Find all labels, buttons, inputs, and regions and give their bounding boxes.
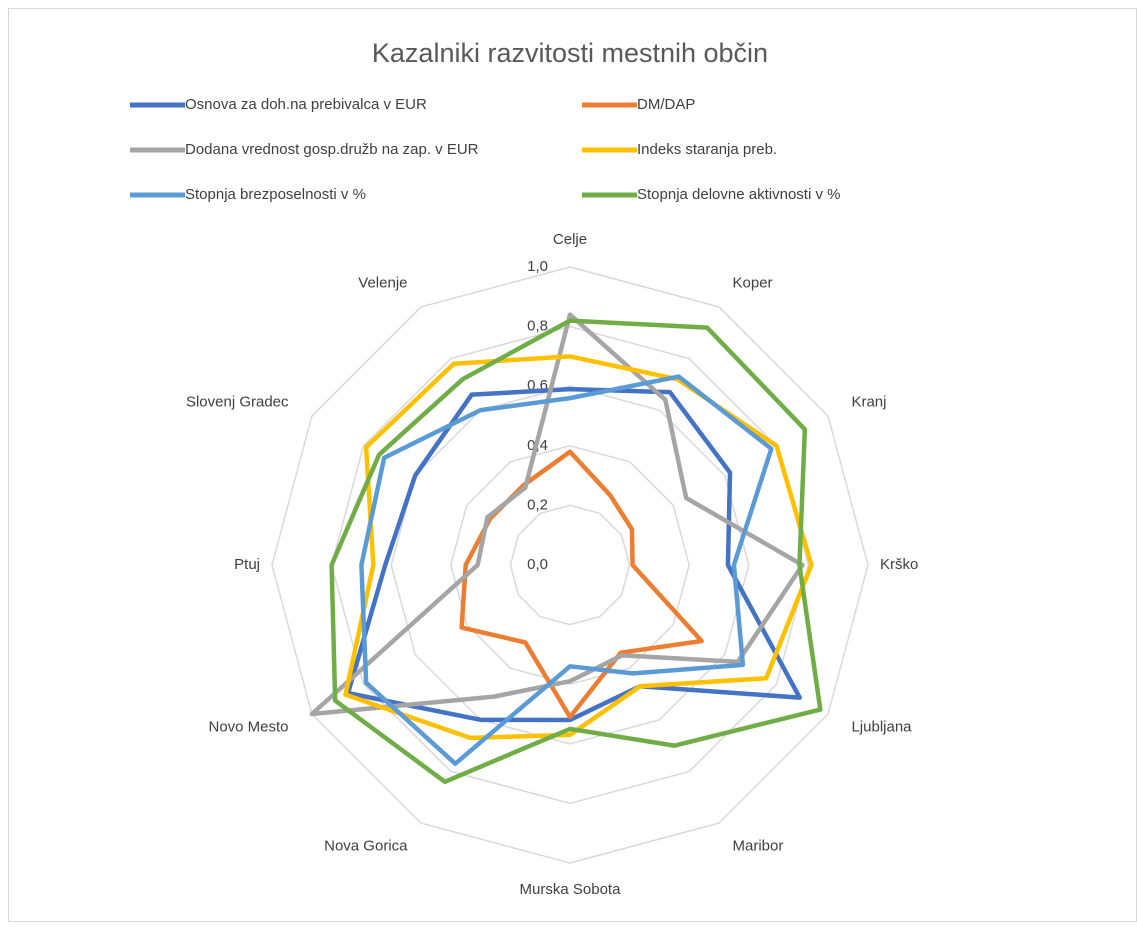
category-label: Slovenj Gradec	[186, 393, 289, 410]
series-line	[309, 312, 805, 717]
r-tick-label: 0,8	[527, 318, 548, 335]
series-line	[329, 318, 823, 785]
category-label: Maribor	[733, 837, 784, 854]
series-line	[459, 449, 704, 720]
category-label: Ptuj	[234, 556, 260, 573]
r-tick-label: 0,2	[527, 496, 548, 513]
grid-ring	[271, 266, 869, 864]
series-line	[345, 386, 802, 723]
r-tick-label: 0,0	[527, 556, 548, 573]
legend-label: Osnova za doh.na prebivalca v EUR	[185, 96, 427, 113]
category-label: Novo Mesto	[208, 718, 288, 735]
category-label: Nova Gorica	[324, 837, 408, 854]
series-line	[343, 354, 814, 741]
legend-label: Stopnja delovne aktivnosti v %	[637, 186, 840, 203]
category-label: Ljubljana	[851, 718, 912, 735]
r-tick-label: 1,0	[527, 258, 548, 275]
chart-title: Kazalniki razvitosti mestnih občin	[372, 38, 768, 68]
grid-ring	[509, 504, 631, 626]
category-label: Kranj	[851, 393, 886, 410]
legend-label: DM/DAP	[637, 96, 695, 113]
chart-frame	[8, 8, 1137, 922]
category-label: Velenje	[358, 275, 407, 292]
legend-label: Indeks staranja preb.	[637, 141, 777, 158]
category-label: Koper	[733, 275, 773, 292]
series-line	[359, 374, 774, 766]
grid-ring	[450, 445, 690, 685]
legend-label: Dodana vrednost gosp.družb na zap. v EUR	[185, 141, 479, 158]
legend-label: Stopnja brezposelnosti v %	[185, 186, 366, 203]
category-label: Krško	[880, 556, 918, 573]
category-label: Celje	[553, 231, 587, 248]
category-label: Murska Sobota	[520, 881, 622, 898]
